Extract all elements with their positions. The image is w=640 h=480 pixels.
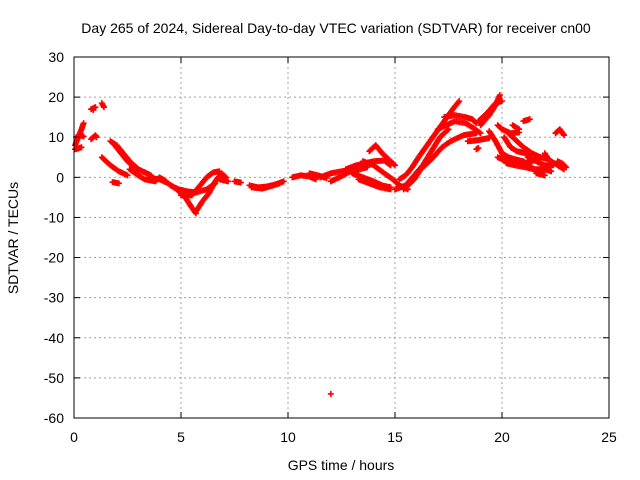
y-tick-label: 10	[48, 129, 64, 145]
data-point	[280, 178, 287, 185]
y-tick-labels: 30 20 10 0 -10 -20 -30 -40 -50 -60	[44, 49, 64, 426]
data-point	[124, 172, 131, 179]
data-point	[392, 162, 398, 169]
chart-title: Day 265 of 2024, Sidereal Day-to-day VTE…	[81, 20, 591, 36]
x-tick-label: 15	[387, 429, 403, 445]
axis-ticks	[73, 56, 610, 419]
y-tick-label: 30	[48, 49, 64, 65]
data-point	[276, 180, 283, 187]
x-tick-label: 5	[177, 429, 185, 445]
data-point	[561, 132, 568, 139]
data-point	[80, 133, 87, 140]
data-point	[93, 134, 100, 141]
data-point	[237, 179, 244, 186]
y-tick-label: 0	[56, 169, 64, 185]
data-points	[72, 92, 570, 397]
y-tick-label: -50	[44, 370, 64, 386]
y-tick-label: 20	[48, 89, 64, 105]
data-point	[216, 168, 223, 175]
x-axis-label: GPS time / hours	[288, 457, 395, 473]
data-point	[78, 144, 85, 151]
y-tick-label: -20	[44, 250, 64, 266]
data-point	[444, 127, 451, 134]
y-tick-label: -10	[44, 209, 64, 225]
data-point	[545, 155, 552, 162]
grid-lines	[74, 57, 609, 418]
x-tick-label: 25	[601, 429, 617, 445]
data-point	[390, 161, 397, 168]
data-point	[225, 178, 232, 185]
data-point	[100, 104, 107, 111]
y-tick-label: -30	[44, 290, 64, 306]
data-point	[541, 172, 548, 179]
x-tick-labels: 0 5 10 15 20 25	[70, 429, 617, 445]
data-point	[526, 116, 533, 123]
data-point	[327, 390, 334, 397]
y-tick-label: -40	[44, 330, 64, 346]
data-point	[455, 99, 462, 106]
data-point	[496, 92, 503, 99]
data-point	[477, 130, 484, 137]
data-point	[472, 119, 479, 126]
plot-frame	[73, 56, 610, 419]
data-point	[115, 180, 122, 187]
x-tick-label: 0	[70, 429, 78, 445]
data-point	[548, 168, 555, 175]
x-tick-label: 10	[280, 429, 296, 445]
data-point	[562, 163, 569, 170]
data-point	[90, 106, 97, 113]
data-point	[499, 98, 505, 105]
y-tick-label: -60	[44, 410, 64, 426]
data-point	[475, 145, 482, 152]
data-point	[563, 164, 570, 171]
data-point	[516, 126, 523, 133]
data-point	[456, 98, 463, 105]
x-tick-label: 20	[494, 429, 510, 445]
data-point	[80, 120, 87, 127]
y-axis-label: SDTVAR / TECUs	[5, 182, 21, 294]
